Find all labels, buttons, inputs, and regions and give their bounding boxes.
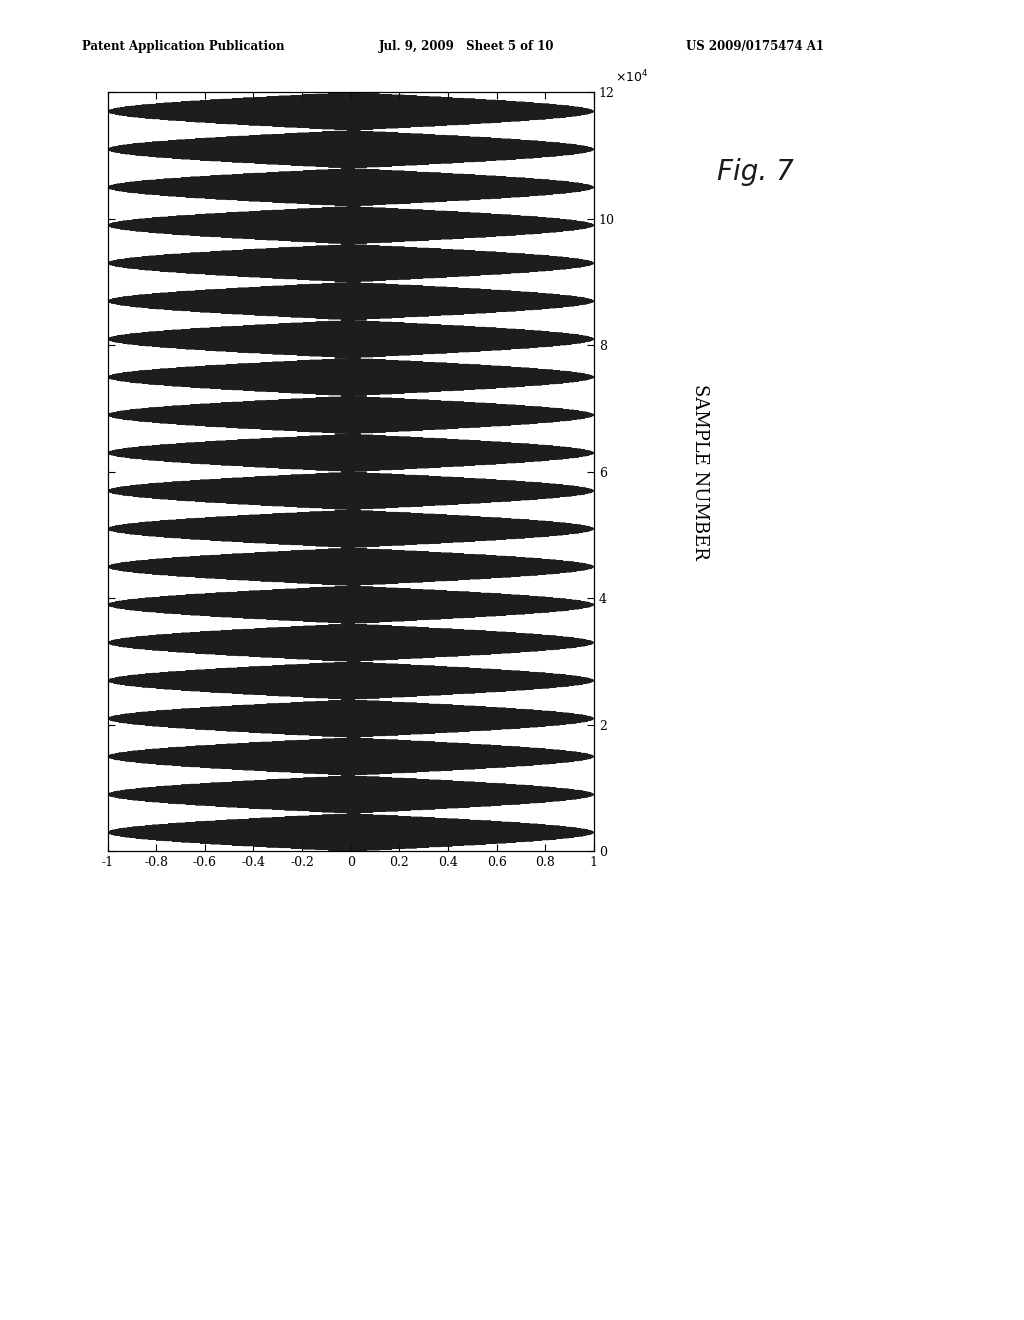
Text: Jul. 9, 2009   Sheet 5 of 10: Jul. 9, 2009 Sheet 5 of 10	[379, 40, 554, 53]
Y-axis label: SAMPLE NUMBER: SAMPLE NUMBER	[691, 384, 710, 560]
Text: $\times 10^4$: $\times 10^4$	[614, 69, 648, 86]
Text: Fig. 7: Fig. 7	[717, 158, 794, 186]
Text: Patent Application Publication: Patent Application Publication	[82, 40, 285, 53]
Text: US 2009/0175474 A1: US 2009/0175474 A1	[686, 40, 824, 53]
